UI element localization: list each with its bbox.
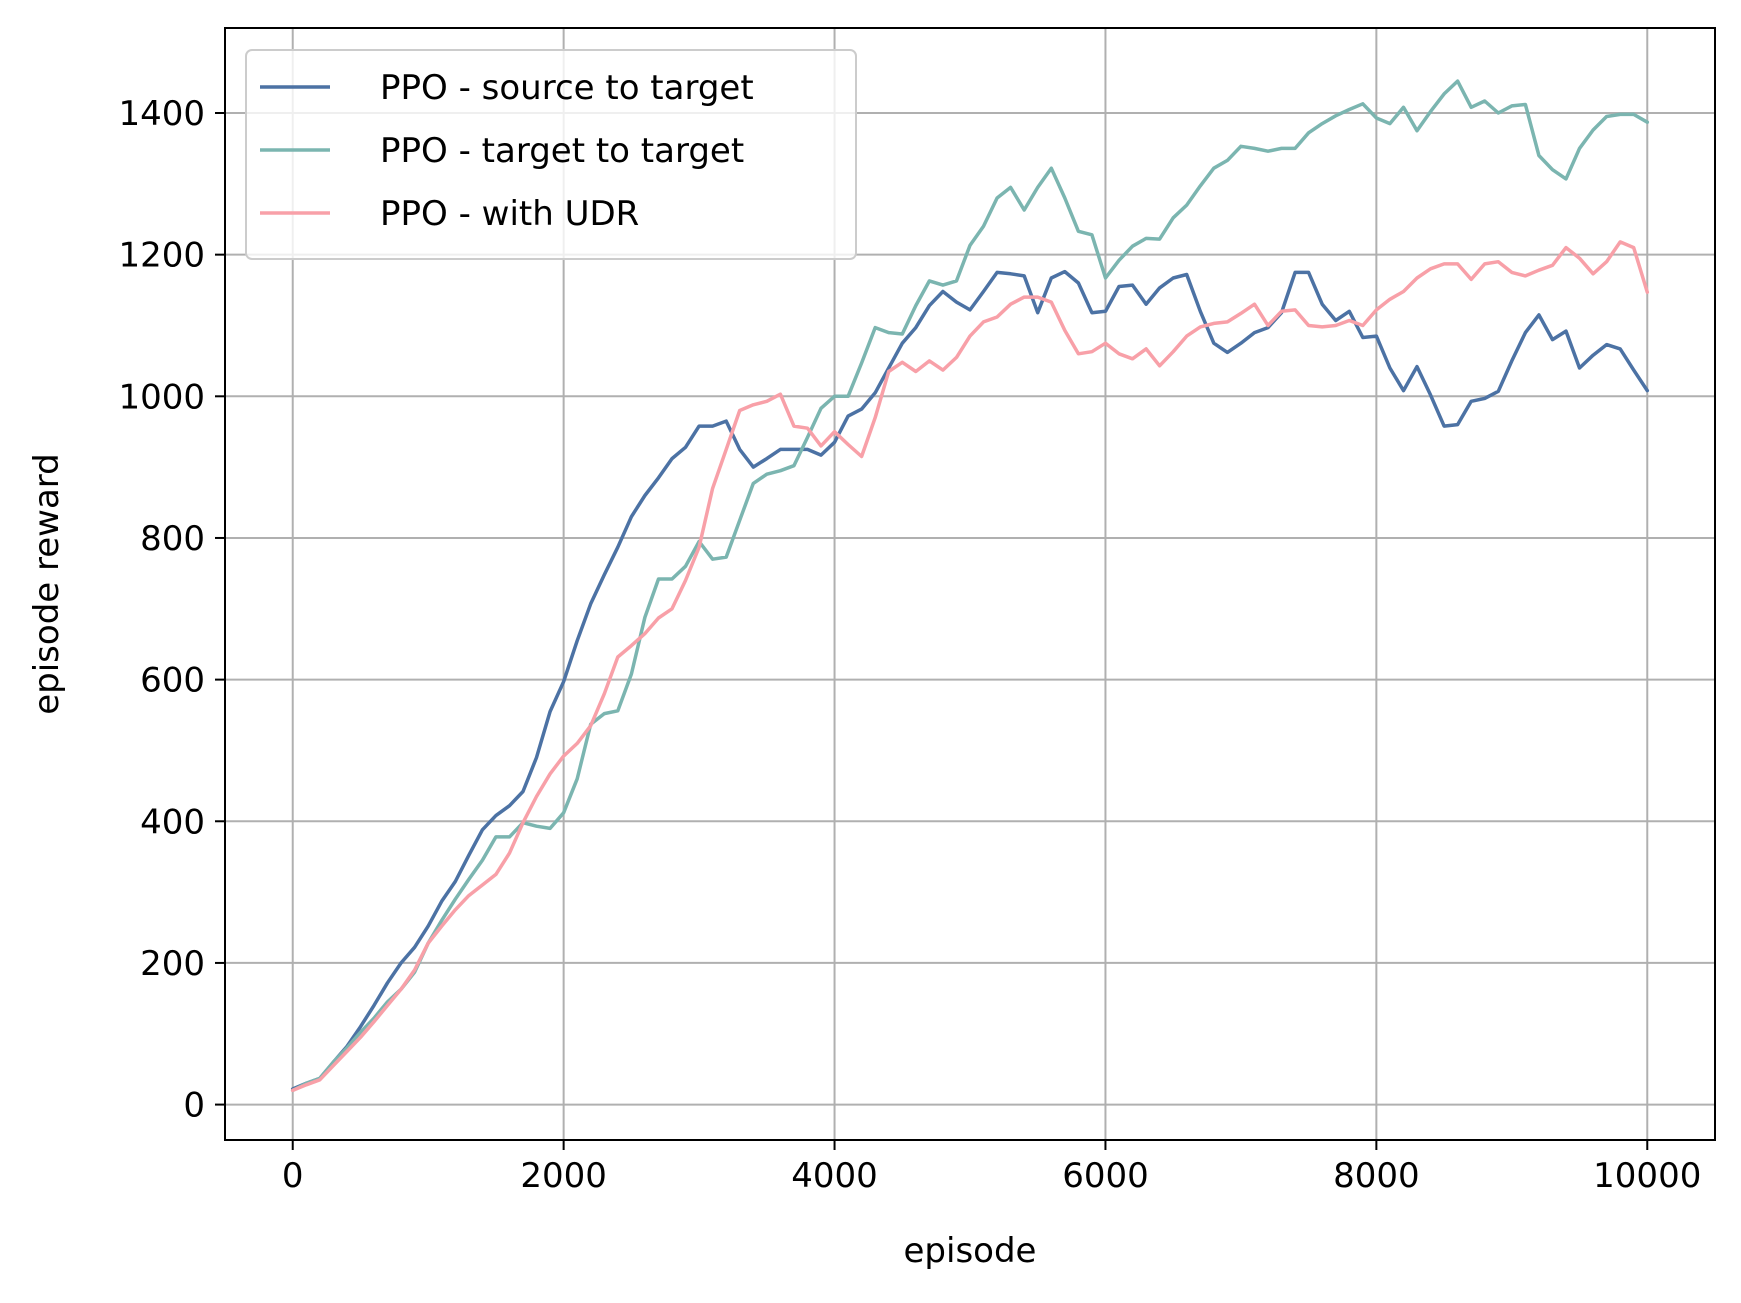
y-tick-label: 800 <box>140 519 205 559</box>
y-tick-label: 1400 <box>118 94 205 134</box>
y-tick-label: 1200 <box>118 236 205 276</box>
y-tick-label: 200 <box>140 944 205 984</box>
series-lines <box>290 79 1650 1093</box>
y-tick-label: 600 <box>140 661 205 701</box>
x-tick-label: 6000 <box>1062 1156 1149 1196</box>
y-axis-label: episode reward <box>27 453 67 715</box>
x-tick-label: 2000 <box>520 1156 607 1196</box>
legend-box <box>245 49 857 260</box>
plot-frame <box>224 27 1716 1141</box>
legend-items: PPO - source to target PPO - target to ta… <box>260 68 754 234</box>
x-tick-label: 4000 <box>791 1156 878 1196</box>
legend: PPO - source to target PPO - target to ta… <box>245 49 857 260</box>
legend-label: PPO - target to target <box>380 131 744 171</box>
legend-label: PPO - source to target <box>380 68 754 108</box>
y-tick-label: 0 <box>183 1086 205 1126</box>
x-tick-label: 10000 <box>1593 1156 1701 1196</box>
series-line <box>290 240 1650 1093</box>
x-tick-label: 8000 <box>1333 1156 1420 1196</box>
x-tick-label: 0 <box>282 1156 304 1196</box>
x-axis-label: episode <box>904 1231 1037 1271</box>
series-line <box>290 269 1650 1091</box>
y-tick-label: 1000 <box>118 377 205 417</box>
legend-label: PPO - with UDR <box>380 194 639 234</box>
y-tick-label: 400 <box>140 802 205 842</box>
axis-ticks: 0 2000 4000 6000 8000 10000 0 200 400 600 800 1000 1… <box>118 94 1701 1196</box>
series-line <box>290 79 1650 1093</box>
